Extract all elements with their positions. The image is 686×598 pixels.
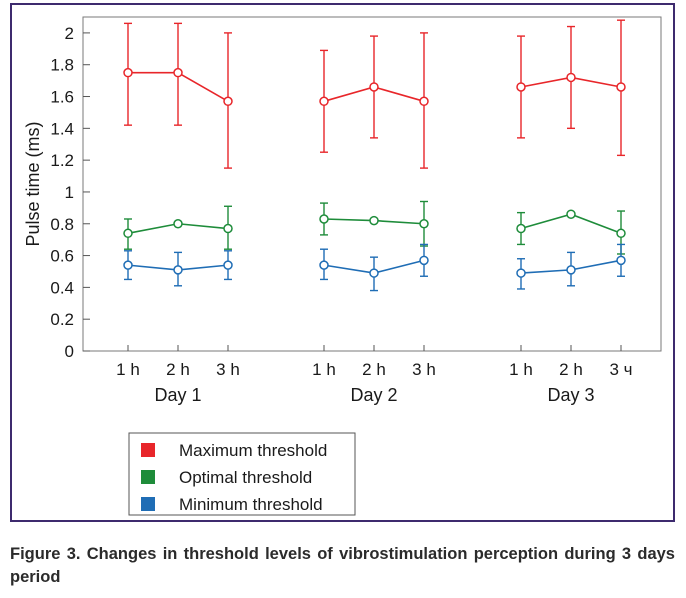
data-point [616, 228, 626, 239]
data-point [319, 260, 329, 270]
x-tick-label: 2 h [559, 360, 583, 379]
data-point [173, 219, 183, 229]
data-point [173, 67, 183, 78]
data-point [369, 268, 379, 278]
x-tick-label: 2 h [362, 360, 386, 379]
y-tick-label: 0 [65, 342, 74, 361]
y-tick-label: 0.6 [50, 247, 74, 266]
legend-label: Minimum threshold [179, 495, 323, 514]
legend-swatch [141, 443, 155, 457]
data-point [419, 219, 429, 229]
data-point [616, 255, 626, 266]
figure-caption: Figure 3. Changes in threshold levels of… [10, 545, 675, 586]
data-point [369, 215, 379, 226]
legend-label: Maximum threshold [179, 441, 327, 460]
data-point [419, 96, 429, 107]
data-point [319, 214, 329, 224]
legend-swatch [141, 470, 155, 484]
plot-area-border [82, 16, 662, 352]
y-tick-label: 1.2 [50, 151, 74, 170]
legend-box [128, 432, 356, 516]
y-tick-label: 0.4 [50, 278, 74, 297]
x-tick-label: 3 h [216, 360, 240, 379]
y-tick-label: 1 [65, 183, 74, 202]
legend-swatch [141, 497, 155, 511]
y-tick-label: 2 [65, 24, 74, 43]
data-point [223, 223, 233, 234]
data-point [566, 265, 576, 275]
data-point [319, 96, 329, 107]
legend-label: Optimal threshold [179, 468, 312, 487]
data-point [123, 260, 133, 270]
data-point [516, 223, 526, 234]
data-point [616, 82, 626, 92]
data-point [516, 82, 526, 92]
data-point [419, 255, 429, 266]
y-tick-label: 1.8 [50, 56, 74, 75]
data-point [566, 72, 576, 83]
data-point [516, 268, 526, 278]
day-group-label: Day 3 [547, 385, 594, 405]
data-point [173, 265, 183, 275]
x-tick-label: 3 h [412, 360, 436, 379]
data-point [123, 67, 133, 78]
y-tick-label: 0.8 [50, 215, 74, 234]
data-point [566, 209, 576, 219]
x-tick-label: 1 h [116, 360, 140, 379]
data-point [223, 260, 233, 270]
y-tick-label: 1.6 [50, 88, 74, 107]
x-tick-label: 1 h [312, 360, 336, 379]
x-tick-label: 3 ч [609, 360, 632, 379]
data-point [223, 96, 233, 107]
y-tick-label: 0.2 [50, 310, 74, 329]
data-point [123, 228, 133, 239]
day-group-label: Day 1 [154, 385, 201, 405]
data-point [369, 82, 379, 92]
y-axis-label: Pulse time (ms) [23, 121, 43, 246]
x-tick-label: 1 h [509, 360, 533, 379]
figure-frame: 0 0.2 0.4 0.6 0.8 1 1.2 1.4 1.6 1.8 2 1 h 2 h 3 h Day … [10, 3, 675, 522]
y-tick-label: 1.4 [50, 119, 74, 138]
chart: 0 0.2 0.4 0.6 0.8 1 1.2 1.4 1.6 1.8 2 1 h 2 h 3 h Day … [23, 16, 662, 516]
x-tick-label: 2 h [166, 360, 190, 379]
day-group-label: Day 2 [350, 385, 397, 405]
